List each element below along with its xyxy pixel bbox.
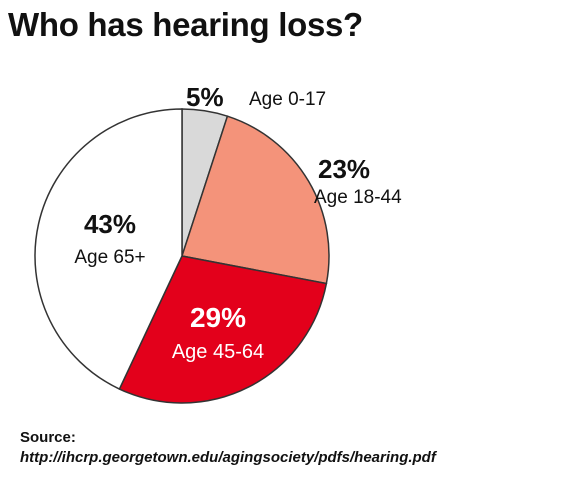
chart-title: Who has hearing loss? <box>8 6 363 43</box>
slice-category-label: Age 45-64 <box>172 341 264 363</box>
source-note: Source: http://ihcrp.georgetown.edu/agin… <box>20 428 436 468</box>
slice-value-label: 43% <box>84 209 136 239</box>
slice-category-label: Age 65+ <box>74 247 145 268</box>
pie-slice-age-18-44 <box>181 115 330 285</box>
slice-value-label: 29% <box>190 302 246 333</box>
source-url: http://ihcrp.georgetown.edu/agingsociety… <box>20 449 436 466</box>
slice-value-label: 5% <box>186 82 224 112</box>
pie-slice-age-65- <box>34 108 183 391</box>
slice-category-label: Age 18-44 <box>314 187 402 208</box>
slice-value-label: 23% <box>318 154 370 184</box>
source-label: Source: <box>20 429 76 446</box>
pie-slice-age-45-64 <box>118 255 328 404</box>
pie-chart: 5% Age 0-17 23% Age 18-44 29% Age 45-64 43% Age… <box>34 82 402 404</box>
slice-category-label: Age 0-17 <box>249 89 326 110</box>
